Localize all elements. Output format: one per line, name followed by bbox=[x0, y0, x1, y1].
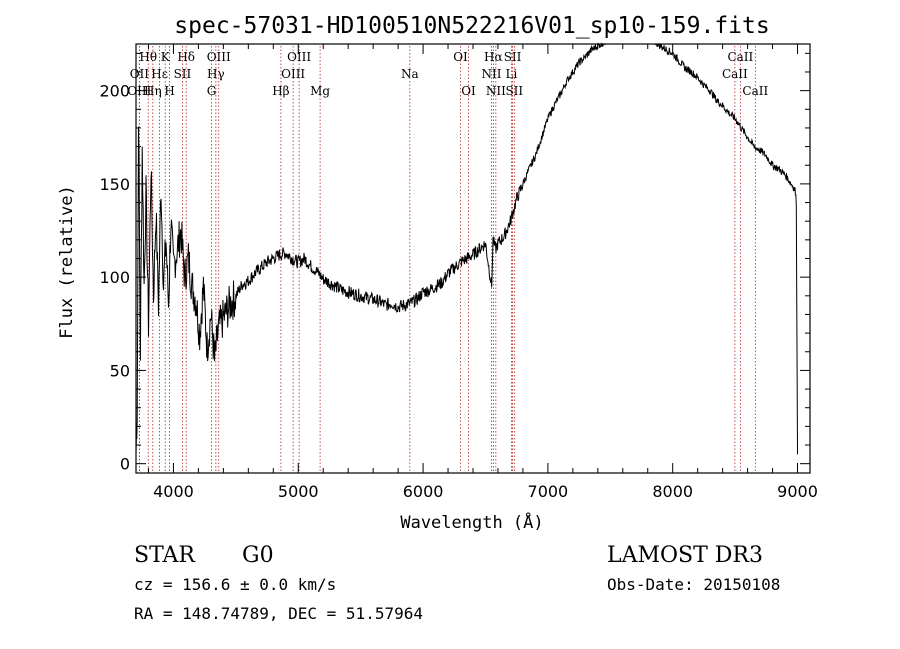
spectral-line-label: Li bbox=[506, 67, 518, 81]
y-tick-label: 100 bbox=[99, 268, 130, 287]
spectral-line-label: CaII bbox=[722, 67, 748, 81]
spectral-line-label: Hη bbox=[144, 84, 162, 98]
chart-title: spec-57031-HD100510N522216V01_sp10-159.f… bbox=[174, 13, 769, 39]
y-tick-label: 0 bbox=[120, 455, 130, 474]
spectral-line-label: Hθ bbox=[139, 50, 157, 64]
spectral-line-label: NII bbox=[486, 84, 506, 98]
spectral-line-label: Hε bbox=[151, 67, 168, 81]
x-tick-label: 6000 bbox=[403, 482, 444, 501]
spectral-lines-layer bbox=[138, 46, 756, 473]
spectral-line-label: G bbox=[207, 84, 217, 98]
ticks-layer: 4000 5000 6000 7000 8000 9000 0 50 100 150 200 bbox=[99, 44, 818, 501]
spectral-line-label: OI bbox=[453, 50, 468, 64]
spectral-line-label: SII bbox=[505, 84, 523, 98]
series-layer bbox=[135, 42, 798, 455]
x-tick-label: 4000 bbox=[153, 482, 194, 501]
spectral-line-label: OIII bbox=[127, 84, 151, 98]
plot-frame bbox=[135, 43, 811, 474]
spectrum-line bbox=[135, 42, 798, 455]
spectral-line-label: Mg bbox=[310, 84, 330, 98]
coordinates: RA = 148.74789, DEC = 51.57964 bbox=[134, 604, 423, 623]
spectral-line-label: Hδ bbox=[177, 50, 195, 64]
spectral-line-label: OIII bbox=[281, 67, 305, 81]
spectral-line-label: H bbox=[164, 84, 174, 98]
x-tick-label: 5000 bbox=[278, 482, 319, 501]
redshift-cz: cz = 156.6 ± 0.0 km/s bbox=[134, 575, 336, 594]
x-tick-label: 7000 bbox=[528, 482, 569, 501]
x-axis-label: Wavelength (Å) bbox=[400, 511, 543, 533]
spectral-line-label: CaII bbox=[742, 84, 768, 98]
spectral-line-label: Hγ bbox=[207, 67, 225, 81]
x-tick-label: 8000 bbox=[652, 482, 693, 501]
spectral-line-label: SII bbox=[174, 67, 192, 81]
spectral-line-label: OIII bbox=[207, 50, 231, 64]
y-tick-label: 150 bbox=[99, 175, 130, 194]
spectral-line-label: Na bbox=[401, 67, 419, 81]
subclass: G0 bbox=[242, 543, 274, 568]
spectral-line-label: Hα bbox=[484, 50, 503, 64]
object-class: STAR bbox=[134, 543, 196, 568]
y-axis-label: Flux (relative) bbox=[57, 185, 77, 339]
spectral-line-label: OI bbox=[461, 84, 476, 98]
spectral-line-label: NII bbox=[481, 67, 501, 81]
spectral-line-label: CaII bbox=[727, 50, 753, 64]
spectral-line-label: Hβ bbox=[272, 84, 289, 98]
survey-name: LAMOST DR3 bbox=[607, 543, 763, 568]
spectral-line-label: OIII bbox=[287, 50, 311, 64]
x-tick-label: 9000 bbox=[777, 482, 818, 501]
obs-date: Obs-Date: 20150108 bbox=[607, 575, 780, 594]
y-tick-label: 50 bbox=[110, 361, 130, 380]
spectral-line-label: K bbox=[161, 50, 171, 64]
y-tick-label: 200 bbox=[99, 82, 130, 101]
spectral-line-label: SII bbox=[504, 50, 522, 64]
spectral-line-label: OII bbox=[130, 67, 150, 81]
